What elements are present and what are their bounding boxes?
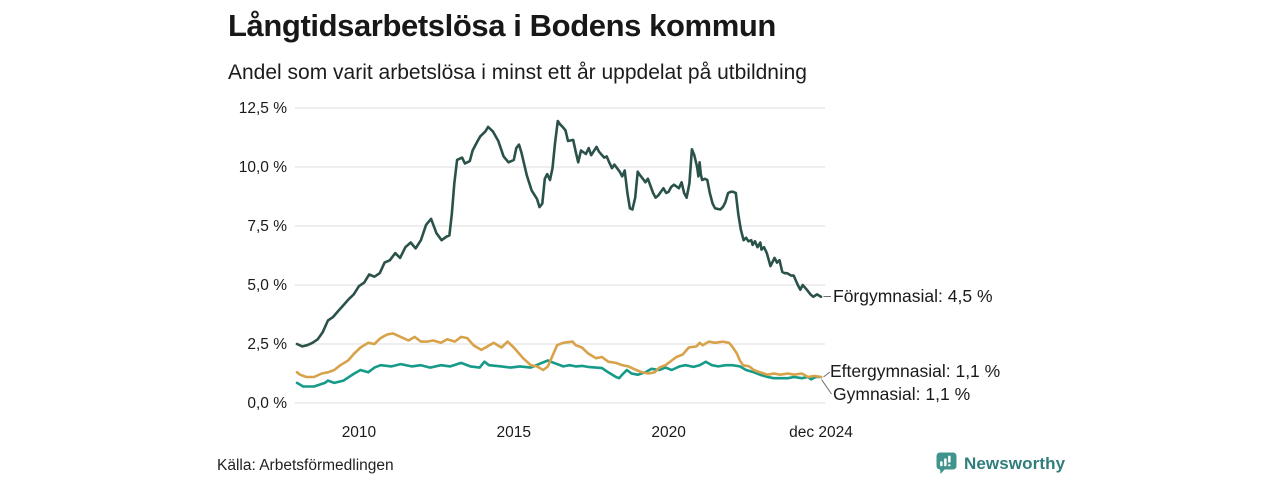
annotation-connector: [823, 371, 831, 378]
chart-subtitle: Andel som varit arbetslösa i minst ett å…: [228, 61, 807, 84]
y-axis-label: 10,0 %: [239, 159, 287, 176]
x-axis-label: 2010: [342, 424, 377, 441]
newsworthy-logo[interactable]: Newsworthy: [936, 452, 1065, 475]
series-line-eftergymnasial: [295, 332, 823, 379]
newsworthy-icon: [936, 452, 957, 474]
x-axis-label: dec 2024: [789, 424, 853, 441]
x-axis-label: 2020: [651, 424, 686, 441]
annotation-connector: [821, 379, 832, 395]
series-line-frgymnasial: [295, 119, 823, 348]
source-note: Källa: Arbetsförmedlingen: [217, 457, 394, 474]
y-axis-label: 5,0 %: [247, 277, 287, 294]
series-line-gymnasial: [295, 359, 823, 388]
y-axis-label: 7,5 %: [247, 218, 287, 235]
series-label-eftergymnasial: Eftergymnasial: 1,1 %: [830, 361, 1001, 381]
x-axis-label: 2015: [497, 424, 531, 441]
y-axis-label: 0,0 %: [247, 395, 287, 412]
series-label-forgymnasial: Förgymnasial: 4,5 %: [833, 286, 993, 306]
series-label-gymnasial: Gymnasial: 1,1 %: [833, 384, 971, 404]
y-axis-label: 12,5 %: [239, 100, 287, 117]
newsworthy-wordmark: Newsworthy: [964, 453, 1066, 473]
y-axis-label: 2,5 %: [247, 336, 287, 353]
page-title: Långtidsarbetslösa i Bodens kommun: [228, 8, 776, 43]
